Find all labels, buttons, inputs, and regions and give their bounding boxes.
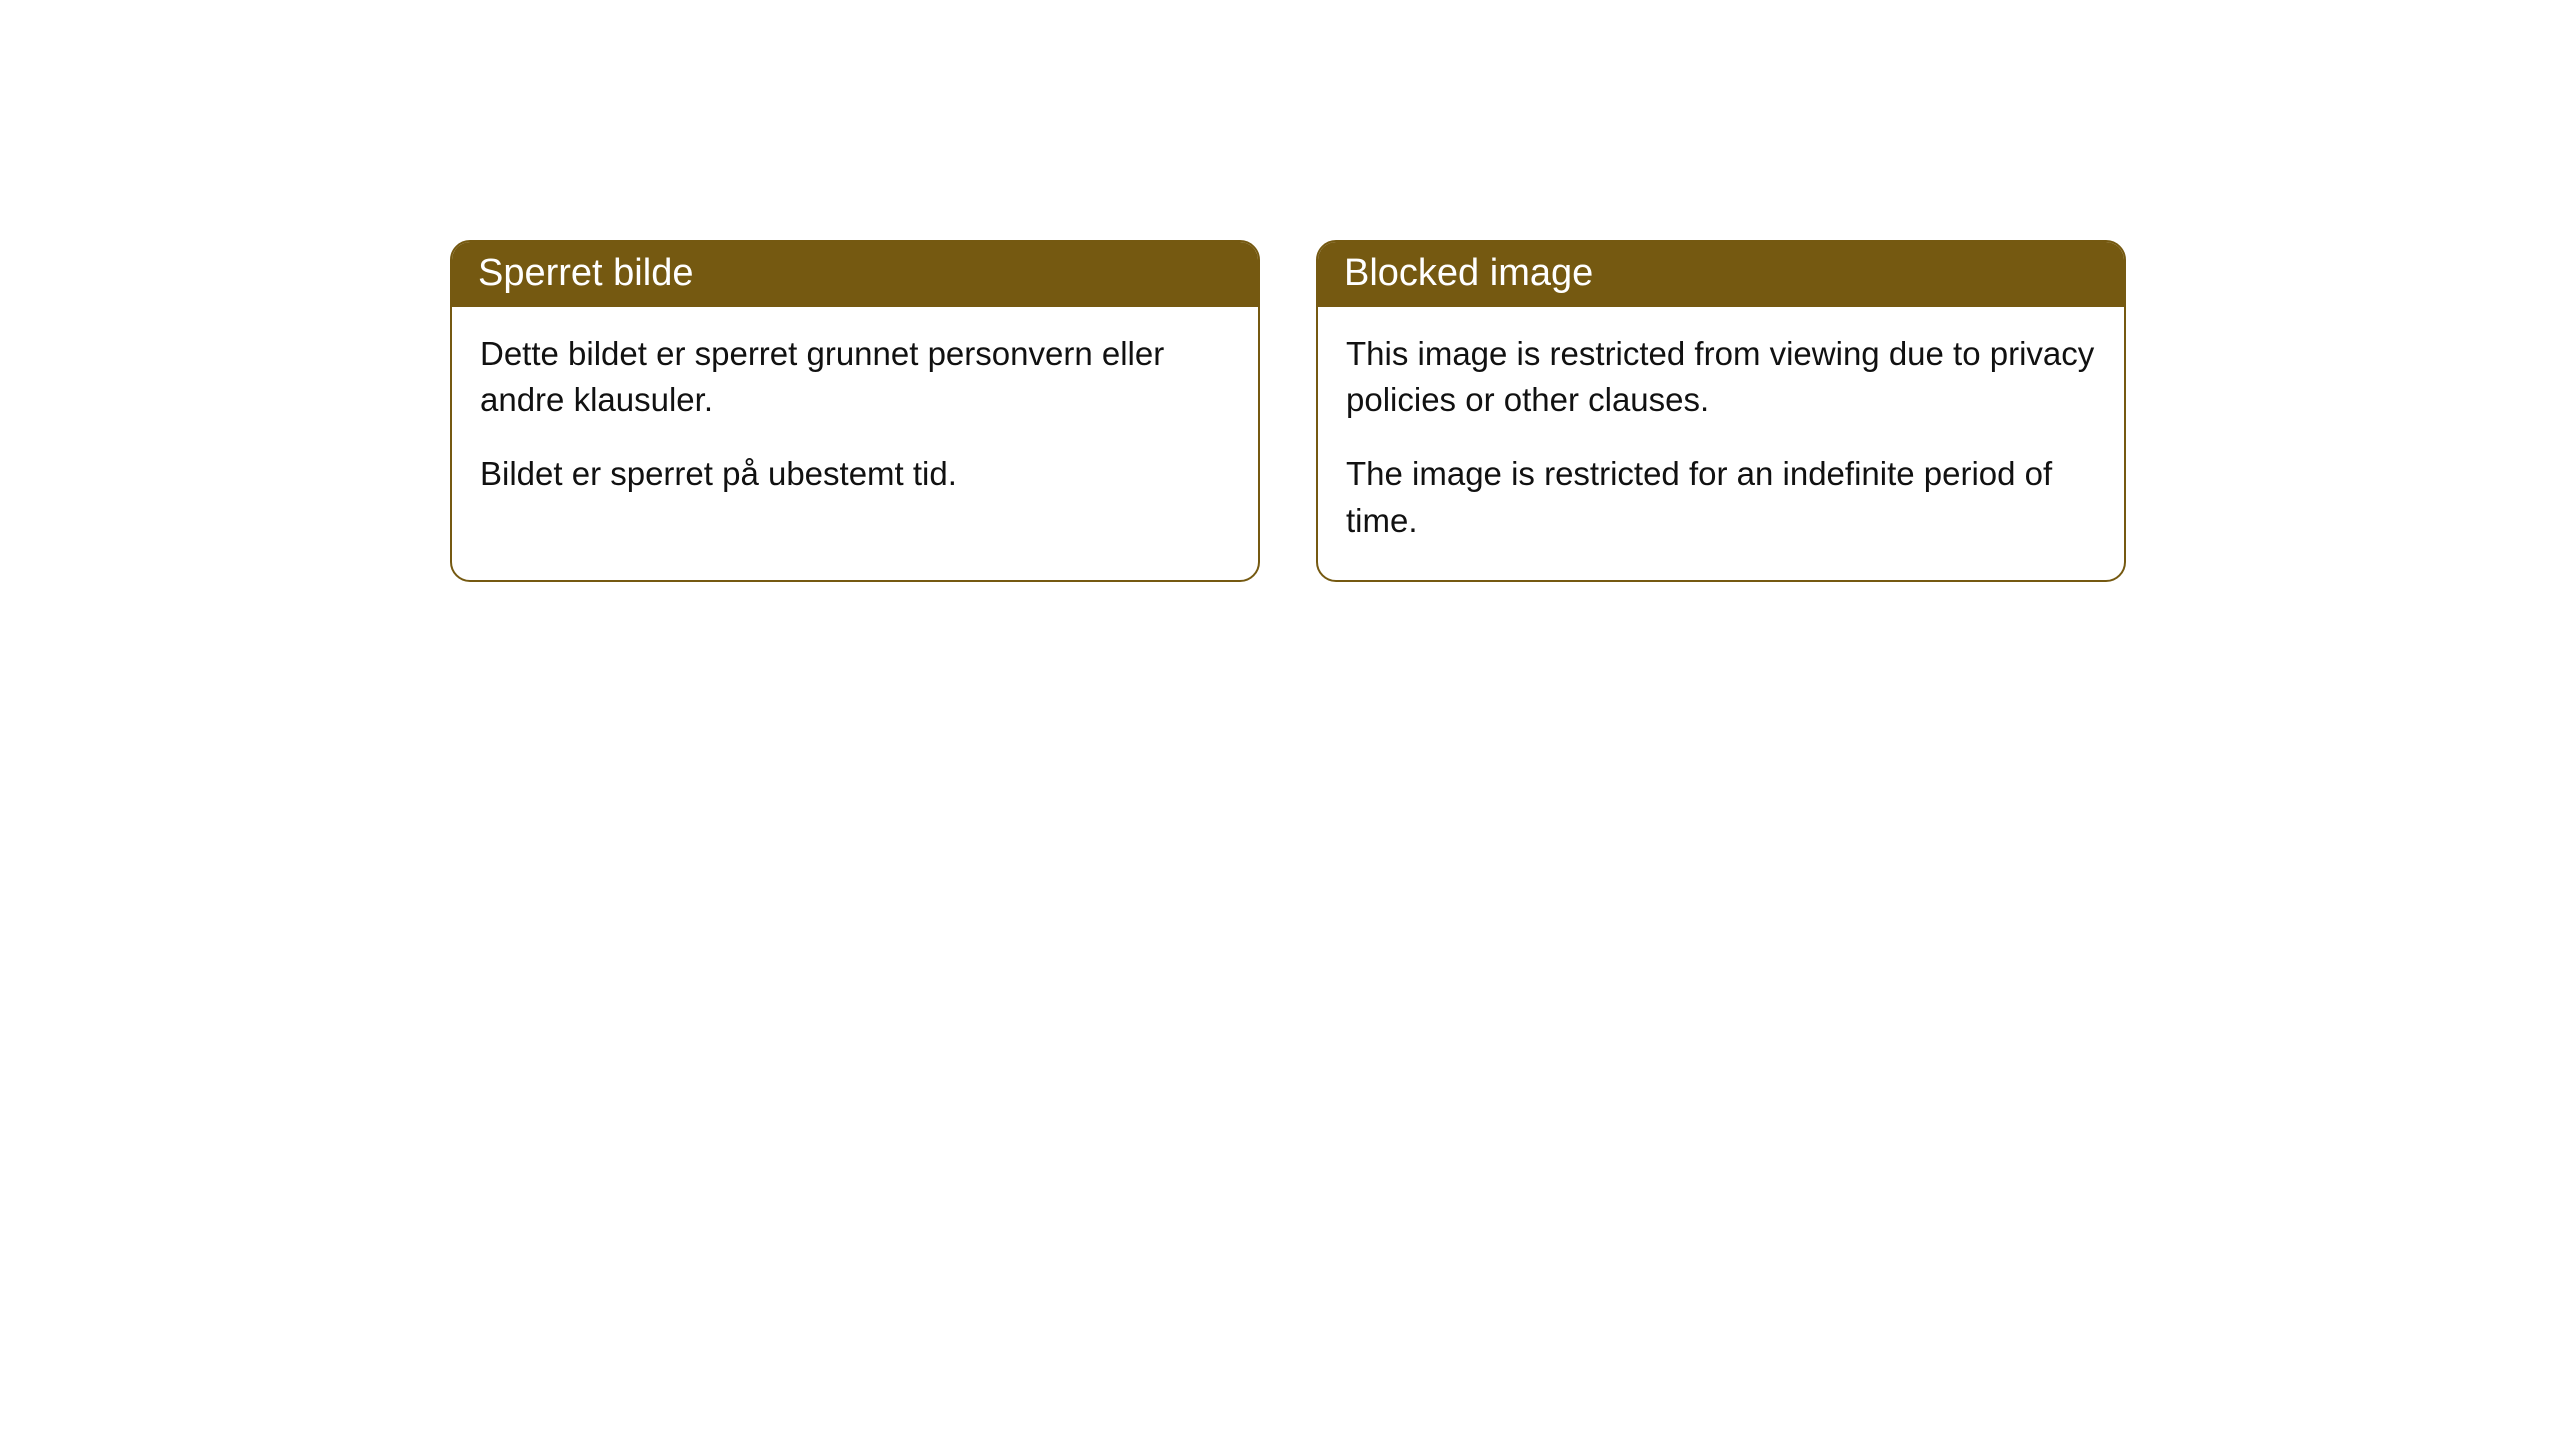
card-header: Blocked image — [1318, 242, 2124, 307]
card-blocked-image-no: Sperret bilde Dette bildet er sperret gr… — [450, 240, 1260, 582]
card-container: Sperret bilde Dette bildet er sperret gr… — [0, 0, 2560, 582]
card-blocked-image-en: Blocked image This image is restricted f… — [1316, 240, 2126, 582]
card-paragraph: This image is restricted from viewing du… — [1346, 331, 2096, 423]
card-paragraph: Bildet er sperret på ubestemt tid. — [480, 451, 1230, 497]
card-body: This image is restricted from viewing du… — [1318, 307, 2124, 580]
card-paragraph: Dette bildet er sperret grunnet personve… — [480, 331, 1230, 423]
card-paragraph: The image is restricted for an indefinit… — [1346, 451, 2096, 543]
card-header: Sperret bilde — [452, 242, 1258, 307]
card-body: Dette bildet er sperret grunnet personve… — [452, 307, 1258, 534]
